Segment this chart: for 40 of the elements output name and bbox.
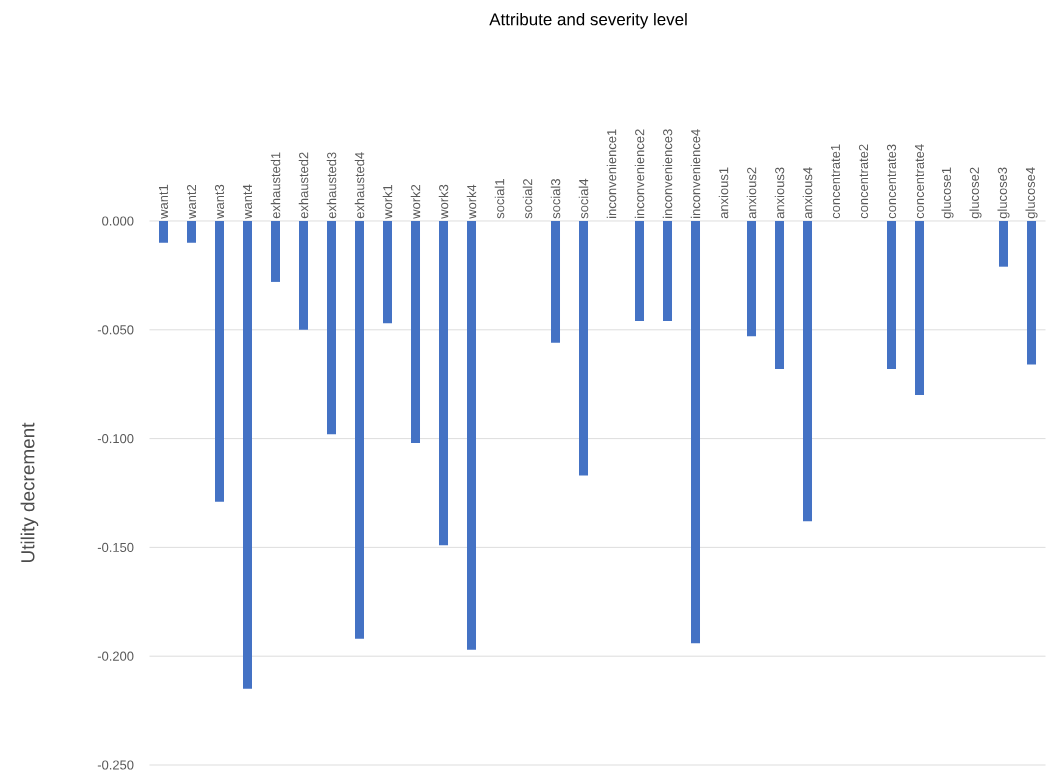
y-tick-label: 0.000 bbox=[102, 216, 134, 226]
x-tick-label: want1 bbox=[158, 184, 169, 219]
x-tick-label: work2 bbox=[410, 184, 421, 219]
x-tick-label: concentrate2 bbox=[858, 144, 869, 219]
x-tick-label: inconvenience2 bbox=[634, 129, 645, 218]
x-tick-label: anxious1 bbox=[718, 167, 729, 219]
x-tick-label: social4 bbox=[578, 178, 589, 219]
y-tick-label: -0.250 bbox=[97, 760, 134, 770]
x-tick-label: want3 bbox=[214, 184, 225, 219]
chart-title: Attribute and severity level bbox=[489, 12, 687, 29]
x-tick-label: social3 bbox=[550, 179, 561, 219]
x-tick-label: glucose4 bbox=[1025, 167, 1038, 219]
x-tick-label: exhausted4 bbox=[354, 152, 365, 219]
x-tick-label: work1 bbox=[382, 184, 393, 219]
x-tick-label: work4 bbox=[466, 184, 477, 219]
x-tick-label: social1 bbox=[494, 179, 505, 219]
x-tick-label: concentrate3 bbox=[886, 144, 897, 219]
x-tick-label: exhausted3 bbox=[326, 152, 337, 219]
x-tick-label: inconvenience3 bbox=[662, 129, 673, 218]
x-tick-label: inconvenience4 bbox=[690, 129, 701, 218]
x-tick-label: inconvenience1 bbox=[606, 129, 617, 218]
x-tick-label: concentrate1 bbox=[830, 144, 841, 219]
y-tick-label: -0.100 bbox=[97, 434, 134, 444]
x-tick-label: want4 bbox=[242, 184, 253, 219]
y-axis-title: Utility decrement bbox=[20, 422, 39, 563]
x-tick-label: social2 bbox=[522, 179, 533, 219]
x-tick-label: glucose1 bbox=[941, 167, 954, 219]
x-tick-label: anxious4 bbox=[802, 167, 813, 219]
x-tick-label: glucose3 bbox=[997, 167, 1010, 219]
x-tick-label: exhausted2 bbox=[298, 152, 309, 219]
x-tick-label: work3 bbox=[438, 184, 449, 219]
x-tick-label: want2 bbox=[186, 184, 197, 219]
y-tick-label: -0.150 bbox=[97, 542, 134, 552]
x-tick-label: anxious3 bbox=[774, 167, 785, 219]
x-tick-label: glucose2 bbox=[969, 167, 982, 219]
x-tick-label: exhausted1 bbox=[270, 152, 281, 219]
x-tick-label: concentrate4 bbox=[914, 144, 925, 219]
x-tick-label: anxious2 bbox=[746, 167, 757, 219]
y-tick-label: -0.050 bbox=[97, 325, 134, 335]
y-tick-label: -0.200 bbox=[97, 651, 134, 661]
